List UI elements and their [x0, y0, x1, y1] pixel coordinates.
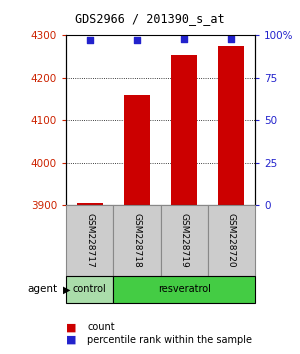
- Text: ■: ■: [66, 322, 76, 332]
- Point: [229, 36, 234, 42]
- Point: [182, 36, 187, 42]
- Bar: [124, 95, 150, 205]
- Text: ■: ■: [66, 335, 76, 345]
- Bar: [171, 55, 197, 205]
- Bar: [218, 46, 244, 205]
- Text: control: control: [73, 284, 106, 295]
- Point: [134, 38, 139, 43]
- Text: percentile rank within the sample: percentile rank within the sample: [87, 335, 252, 345]
- Point: [87, 38, 92, 43]
- Text: GSM228717: GSM228717: [85, 213, 94, 268]
- Bar: [76, 203, 103, 205]
- Text: agent: agent: [27, 284, 57, 295]
- Text: GDS2966 / 201390_s_at: GDS2966 / 201390_s_at: [75, 12, 225, 25]
- Text: GSM228720: GSM228720: [227, 213, 236, 268]
- Text: GSM228718: GSM228718: [132, 213, 141, 268]
- Text: ▶: ▶: [63, 284, 70, 295]
- Text: count: count: [87, 322, 115, 332]
- Text: GSM228719: GSM228719: [180, 213, 189, 268]
- Text: resveratrol: resveratrol: [158, 284, 211, 295]
